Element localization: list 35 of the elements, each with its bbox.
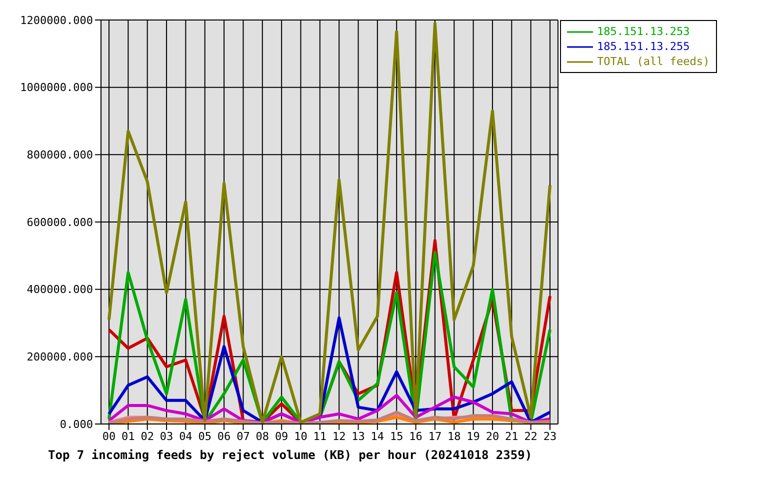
x-tick-label: 15	[390, 430, 404, 443]
x-tick-label: 17	[428, 430, 442, 443]
x-tick-label: 20	[486, 430, 500, 443]
x-tick-label: 09	[274, 430, 288, 443]
x-tick-label: 10	[294, 430, 308, 443]
y-tick-label: 0.000	[60, 418, 93, 431]
x-tick-label: 06	[217, 430, 231, 443]
y-tick-label: 200000.000	[26, 350, 93, 364]
x-tick-label: 16	[409, 430, 422, 443]
x-tick-label: 05	[198, 430, 212, 443]
x-tick-label: 14	[370, 430, 384, 443]
y-tick-label: 1200000.000	[20, 14, 93, 27]
x-tick-label: 02	[140, 430, 154, 443]
x-tick-label: 23	[543, 430, 557, 443]
legend-label: 185.151.13.253	[597, 24, 690, 39]
x-tick-label: 11	[313, 430, 327, 443]
y-tick-label: 1000000.000	[20, 81, 93, 94]
x-tick-label: 19	[466, 430, 480, 443]
x-tick-label: 12	[332, 430, 346, 443]
x-tick-label: 00	[102, 430, 116, 443]
x-tick-label: 18	[448, 430, 461, 443]
text: Top 7 incoming feeds by reject volume (KB) per hour (20241018 2359)	[48, 448, 532, 462]
legend-label: 185.151.13.255	[597, 39, 690, 54]
y-tick-label: 400000.000	[26, 283, 93, 296]
x-tick-label: 03	[160, 430, 174, 443]
x-tick-label: 04	[179, 430, 193, 443]
x-tick-label: 07	[236, 430, 250, 443]
x-tick-label: 21	[505, 430, 518, 443]
x-tick-label: 08	[256, 430, 270, 443]
legend-label: TOTAL (all feeds)	[597, 54, 710, 69]
x-tick-label: 01	[122, 430, 135, 443]
x-tick-label: 13	[352, 430, 365, 443]
y-tick-label: 800000.000	[26, 148, 93, 162]
y-tick-label: 600000.000	[26, 216, 93, 229]
x-tick-label: 22	[524, 430, 538, 443]
